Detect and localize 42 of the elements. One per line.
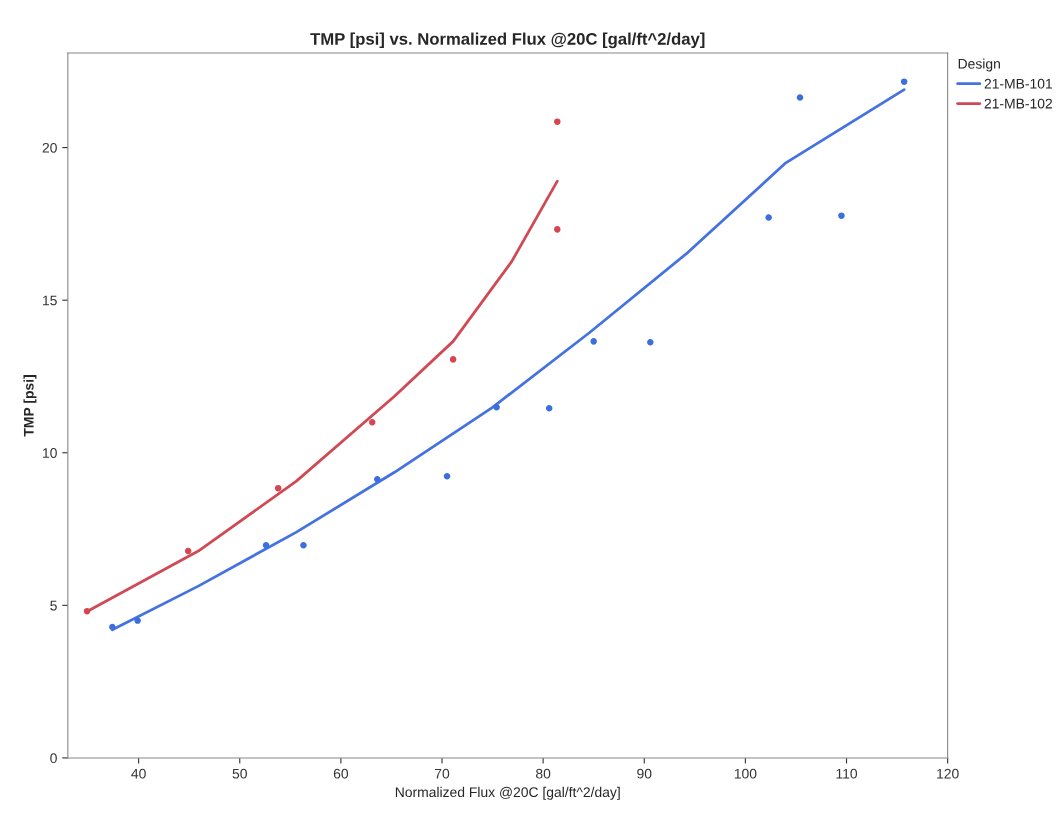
x-tick-label: 50 xyxy=(232,768,247,779)
point xyxy=(545,404,553,412)
point xyxy=(374,476,381,483)
x-tick-label: 110 xyxy=(836,768,858,779)
y-tick-label: 15 xyxy=(43,295,57,306)
x-tick-label: 60 xyxy=(333,768,349,779)
point xyxy=(554,226,561,233)
x-tick-label: 90 xyxy=(637,768,652,779)
point xyxy=(796,94,804,101)
legend-title: Design xyxy=(958,58,1000,72)
x-tick-label: 40 xyxy=(131,768,146,779)
x-axis-title: Normalized Flux @20C [gal/ft^2/day] xyxy=(395,786,620,800)
y-axis-title: TMP [psi] xyxy=(23,375,37,437)
chart-title: TMP [psi] vs. Normalized Flux @20C [gal/ft^2/day] xyxy=(310,32,705,49)
x-tick-label: 120 xyxy=(937,768,959,779)
y-tick-label: 10 xyxy=(43,448,57,458)
point xyxy=(109,623,116,631)
point xyxy=(838,212,845,219)
point xyxy=(554,118,561,125)
point xyxy=(765,214,772,221)
point xyxy=(590,338,597,345)
x-tick-label: 70 xyxy=(435,768,450,779)
line-series xyxy=(110,88,906,632)
point xyxy=(300,541,307,549)
x-tick-label: 80 xyxy=(536,768,551,779)
point xyxy=(262,541,270,549)
point xyxy=(900,78,908,85)
x-tick-label: 100 xyxy=(734,768,757,779)
point xyxy=(274,484,282,492)
point xyxy=(647,339,654,346)
y-tick-label: 0 xyxy=(50,753,57,764)
legend-label: 21-MB-101 xyxy=(984,78,1053,89)
point xyxy=(83,607,91,615)
point xyxy=(493,404,500,411)
point xyxy=(443,473,451,480)
legend-label: 21-MB-102 xyxy=(984,98,1052,109)
point xyxy=(449,356,457,363)
y-tick-label: 20 xyxy=(42,142,57,153)
y-tick-label: 5 xyxy=(50,600,57,611)
point xyxy=(184,547,192,555)
point xyxy=(368,418,376,426)
point xyxy=(134,617,141,624)
